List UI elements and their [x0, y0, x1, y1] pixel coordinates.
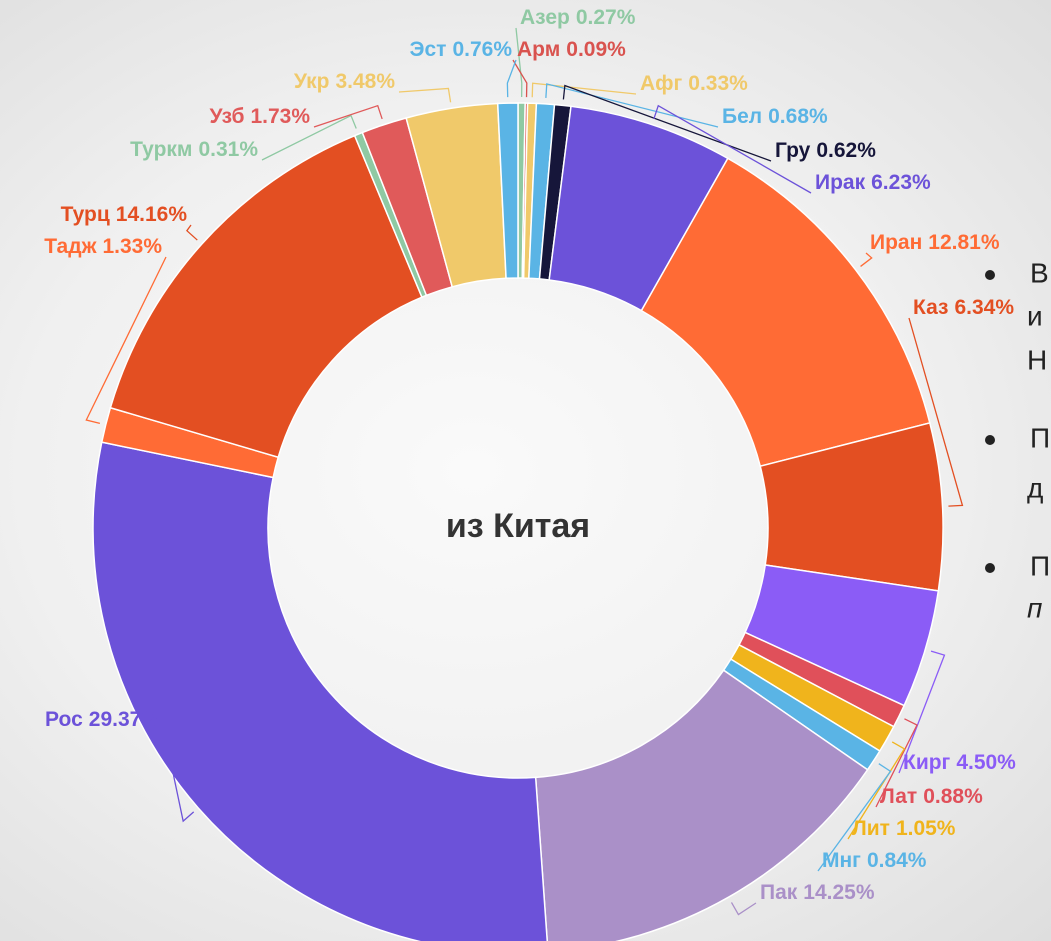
bullet — [985, 435, 995, 445]
data-label: Тадж 1.33% — [44, 235, 162, 258]
text-fragment: Н — [1027, 344, 1047, 375]
leader-line — [261, 114, 357, 161]
label-value: 14.25% — [803, 881, 875, 904]
label-name: Узб — [210, 105, 245, 128]
data-label: Укр 3.48% — [294, 70, 395, 93]
label-name: Афг — [640, 72, 683, 95]
leader-line — [512, 59, 528, 98]
data-label: Бел 0.68% — [722, 105, 828, 128]
leader-line — [163, 729, 195, 823]
leader-line — [908, 317, 964, 507]
label-name: Азер — [520, 6, 570, 29]
label-name: Укр — [294, 70, 330, 93]
text-fragment: д — [1027, 472, 1043, 503]
bullet — [985, 563, 995, 573]
leader-line — [398, 87, 452, 103]
label-name: Турц — [61, 203, 110, 226]
label-name: Пак — [760, 881, 798, 904]
text-fragment: П — [1030, 550, 1050, 581]
label-value: 4.50% — [956, 751, 1016, 774]
donut-segment — [534, 669, 869, 941]
leader-line — [817, 763, 892, 872]
label-name: Ирак — [815, 171, 866, 194]
label-name: Эст — [410, 38, 447, 61]
data-label: Турц 14.16% — [61, 203, 188, 226]
label-value: 6.23% — [871, 171, 931, 194]
data-label: Лит 1.05% — [852, 817, 956, 840]
center-label: из Китая — [446, 507, 590, 545]
label-value: 14.16% — [116, 203, 188, 226]
data-label: Афг 0.33% — [640, 72, 748, 95]
leader-line — [898, 650, 946, 774]
label-value: 1.33% — [102, 235, 162, 258]
label-name: Лат — [880, 785, 917, 808]
label-name: Лит — [852, 817, 890, 840]
bullet — [985, 270, 995, 280]
data-label: Рос 29.37% — [45, 708, 160, 731]
data-label: Пак 14.25% — [760, 881, 875, 904]
label-value: 0.09% — [566, 38, 626, 61]
leader-line — [186, 224, 198, 241]
label-value: 0.68% — [768, 105, 828, 128]
label-name: Бел — [722, 105, 762, 128]
leader-line — [847, 741, 906, 840]
leader-line — [875, 718, 918, 808]
data-label: Каз 6.34% — [913, 296, 1014, 319]
text-fragment: П — [1030, 422, 1050, 453]
label-value: 0.88% — [923, 785, 983, 808]
label-value: 0.76% — [452, 38, 512, 61]
data-label: Арм 0.09% — [517, 38, 626, 61]
label-value: 0.33% — [688, 72, 748, 95]
text-fragment: В — [1030, 257, 1049, 288]
data-label: Эст 0.76% — [410, 38, 513, 61]
label-value: 29.37% — [89, 708, 161, 731]
text-fragment: п — [1027, 592, 1042, 623]
label-value: 12.81% — [928, 231, 1000, 254]
donut-segment — [92, 441, 548, 941]
data-label: Гру 0.62% — [775, 139, 876, 162]
label-value: 0.62% — [816, 139, 876, 162]
leader-line — [313, 104, 383, 128]
leader-line — [531, 82, 637, 98]
label-value: 1.73% — [250, 105, 310, 128]
label-name: Тадж — [44, 235, 97, 258]
data-label: Азер 0.27% — [520, 6, 636, 29]
label-name: Мнг — [822, 849, 861, 872]
leader-line — [85, 256, 167, 425]
label-name: Туркм — [130, 138, 192, 161]
leader-line — [545, 83, 719, 128]
label-value: 0.31% — [198, 138, 258, 161]
leader-line — [730, 902, 757, 916]
data-label: Мнг 0.84% — [822, 849, 927, 872]
label-value: 0.27% — [576, 6, 636, 29]
label-name: Гру — [775, 139, 811, 162]
label-name: Иран — [870, 231, 922, 254]
data-label: Иран 12.81% — [870, 231, 1000, 254]
label-name: Арм — [517, 38, 560, 61]
label-value: 0.84% — [867, 849, 927, 872]
label-value: 3.48% — [335, 70, 395, 93]
leader-line — [515, 27, 523, 98]
label-value: 6.34% — [954, 296, 1014, 319]
leader-line — [562, 84, 772, 162]
leader-line — [506, 59, 517, 98]
label-name: Кирг — [903, 751, 951, 774]
data-label: Узб 1.73% — [210, 105, 311, 128]
donut-segment — [109, 134, 423, 459]
leader-line — [860, 252, 873, 267]
text-fragment: и — [1027, 300, 1043, 331]
label-name: Каз — [913, 296, 948, 319]
data-label: Лат 0.88% — [880, 785, 983, 808]
donut-segment — [496, 102, 519, 280]
leader-line — [653, 104, 812, 194]
label-value: 1.05% — [896, 817, 956, 840]
data-label: Кирг 4.50% — [903, 751, 1016, 774]
data-label: Туркм 0.31% — [130, 138, 258, 161]
data-label: Ирак 6.23% — [815, 171, 931, 194]
label-name: Рос — [45, 708, 83, 731]
